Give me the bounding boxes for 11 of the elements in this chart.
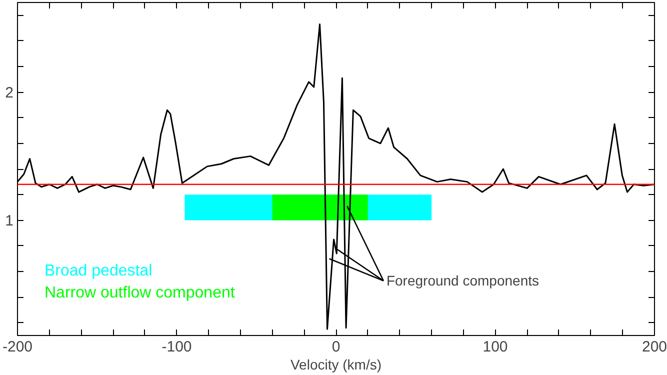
x-tick-label: 200 — [642, 338, 667, 356]
annotation: Foreground components — [386, 272, 540, 289]
x-tick-label: 0 — [332, 338, 340, 356]
x-tick-label: 100 — [482, 338, 508, 356]
x-tick-label: -200 — [2, 338, 33, 356]
band-label: Broad pedestal — [44, 262, 152, 280]
x-tick-label: -100 — [162, 338, 192, 356]
y-tick-label: 1 — [5, 212, 14, 230]
band-label: Narrow outflow component — [44, 284, 236, 302]
x-axis-title: Velocity (km/s) — [290, 356, 382, 372]
y-tick-label: 2 — [5, 84, 14, 102]
